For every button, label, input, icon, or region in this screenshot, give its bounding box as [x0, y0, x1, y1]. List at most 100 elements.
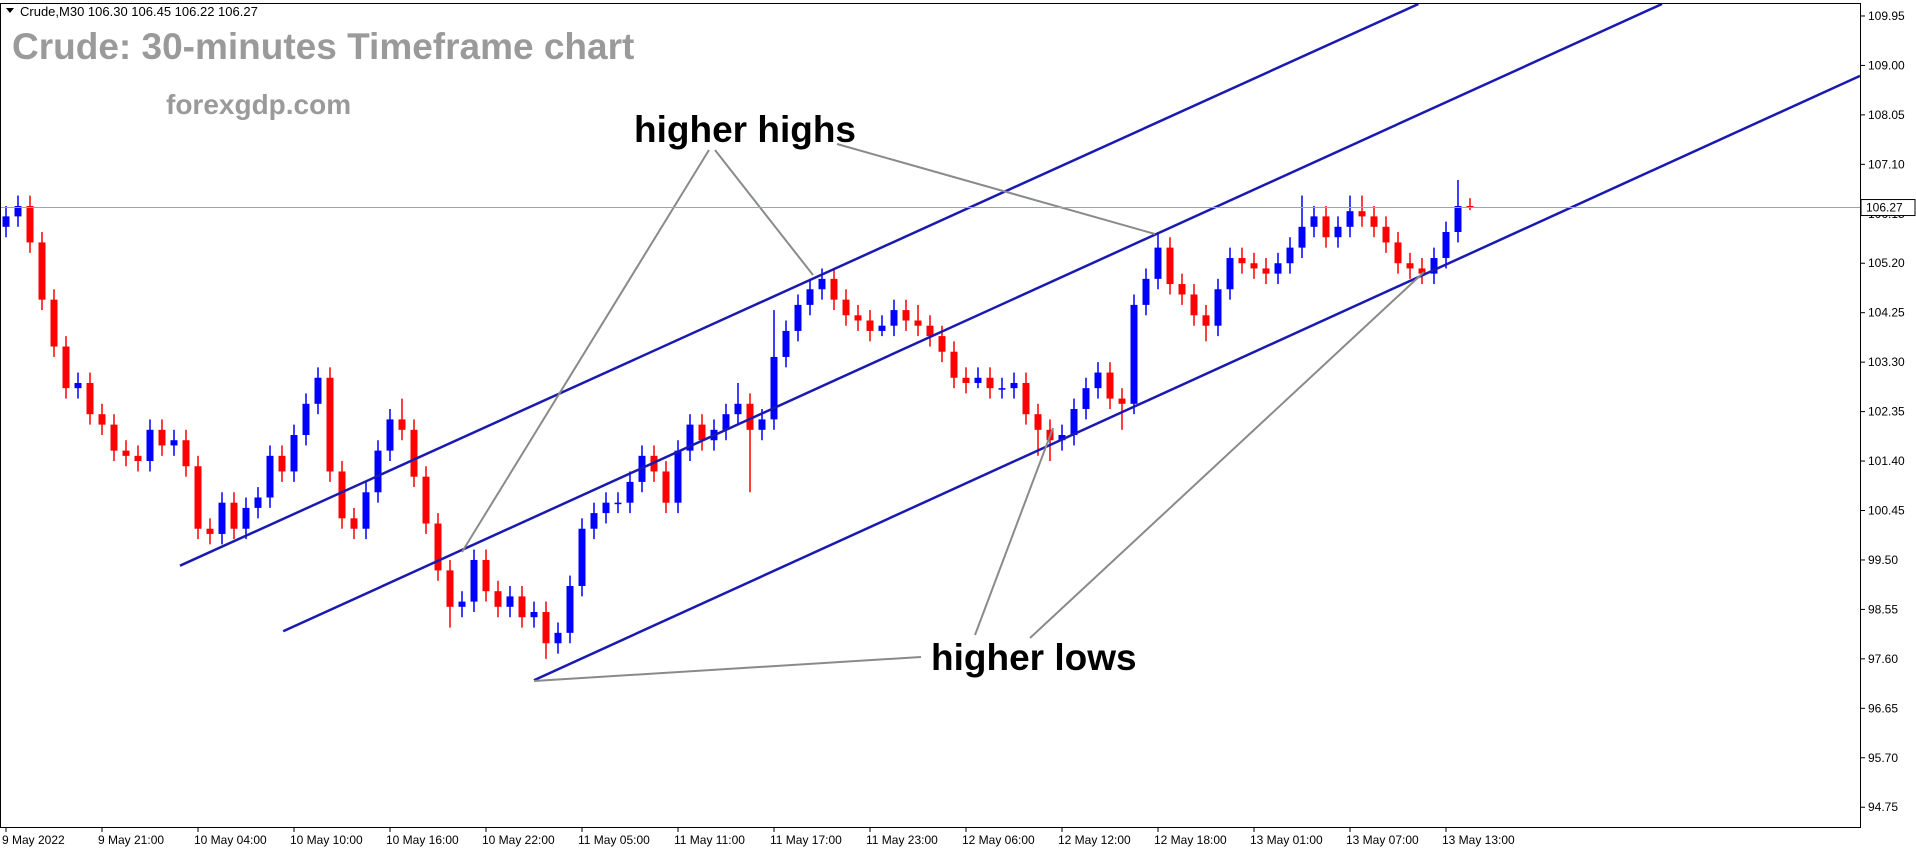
candle-body	[950, 351, 958, 378]
candle-body	[494, 591, 502, 607]
candle-body	[1382, 226, 1390, 243]
candle-body	[590, 513, 598, 529]
y-tick-label: 100.45	[1868, 504, 1905, 518]
candle-body	[398, 419, 406, 430]
candle-body	[566, 585, 574, 633]
candle-body	[722, 414, 730, 430]
candle-body	[1322, 216, 1330, 238]
candle-body	[1154, 247, 1162, 279]
candle-body	[158, 429, 166, 446]
candle-body	[38, 242, 46, 300]
candle-body	[842, 299, 850, 316]
x-tick-label: 10 May 16:00	[386, 833, 459, 847]
candle-body	[14, 205, 22, 217]
current-price-box	[1860, 199, 1916, 217]
candle-body	[182, 440, 190, 467]
menu-arrow[interactable]	[6, 8, 14, 13]
annotation-line	[461, 149, 710, 553]
candle-body	[674, 450, 682, 503]
candle-body	[386, 419, 394, 451]
candle-body	[458, 601, 466, 607]
candle-body	[290, 435, 298, 472]
candle-body	[830, 278, 838, 300]
candle-body	[1190, 294, 1198, 316]
candle-body	[602, 502, 610, 514]
x-tick-label: 10 May 10:00	[290, 833, 363, 847]
candle-body	[230, 502, 238, 529]
annotation-text: higher highs	[634, 109, 856, 150]
candle-body	[278, 455, 286, 472]
candle-body	[974, 377, 982, 383]
candle-body	[374, 450, 382, 493]
candle-body	[1118, 398, 1126, 404]
candle-body	[1442, 232, 1450, 259]
candle-body	[86, 382, 94, 415]
y-tick-label: 97.60	[1868, 652, 1898, 666]
candle-body	[170, 440, 178, 446]
candle-body	[74, 382, 82, 389]
candle-body	[206, 528, 214, 534]
x-tick-label: 11 May 17:00	[770, 833, 842, 847]
x-tick-label: 12 May 18:00	[1154, 833, 1227, 847]
candle-body	[2, 216, 10, 227]
candle-body	[890, 310, 898, 326]
candle-body	[1202, 315, 1210, 326]
candle-body	[986, 377, 994, 389]
x-tick-label: 12 May 06:00	[962, 833, 1035, 847]
candle-body	[254, 497, 262, 508]
trendline	[179, 4, 1419, 567]
annotation-line	[714, 149, 814, 276]
candle-body	[914, 320, 922, 326]
candle-body	[926, 325, 934, 337]
candle-body	[1346, 211, 1354, 227]
candle-body	[1226, 258, 1234, 290]
candle-body	[1250, 263, 1258, 269]
annotation-text: higher lows	[931, 637, 1137, 678]
candle-body	[134, 455, 142, 462]
candle-body	[1022, 382, 1030, 415]
candle-body	[1274, 263, 1282, 274]
y-tick-label: 95.70	[1868, 751, 1898, 765]
candle-body	[782, 330, 790, 357]
y-tick-label: 108.05	[1868, 108, 1905, 122]
candle-body	[1430, 258, 1438, 274]
candle-body	[1334, 226, 1342, 238]
candle-body	[1178, 284, 1186, 295]
candle-body	[1034, 414, 1042, 430]
candle-body	[662, 471, 670, 503]
x-tick-label: 10 May 22:00	[482, 833, 555, 847]
y-tick-label: 109.95	[1868, 9, 1905, 23]
chart-title: Crude: 30-minutes Timeframe chart	[12, 26, 634, 67]
x-tick-label: 11 May 11:00	[674, 833, 745, 847]
candle-body	[554, 632, 562, 644]
candle-body	[1310, 216, 1318, 227]
x-tick-label: 9 May 21:00	[98, 833, 164, 847]
candle-body	[806, 289, 814, 305]
candle-body	[506, 596, 514, 607]
trendline	[533, 74, 1860, 682]
candle-body	[1262, 268, 1270, 274]
candle-body	[1130, 304, 1138, 404]
candle-body	[1082, 388, 1090, 409]
trendline	[282, 4, 1663, 633]
x-tick-label: 13 May 13:00	[1442, 833, 1515, 847]
y-tick-label: 104.25	[1868, 306, 1905, 320]
candle-body	[122, 450, 130, 456]
candle-body	[686, 424, 694, 451]
candle-body	[446, 570, 454, 607]
candle-body	[518, 596, 526, 618]
candle-body	[1286, 247, 1294, 264]
candle-body	[1394, 242, 1402, 264]
candle-body	[50, 299, 58, 347]
candle-body	[1214, 289, 1222, 326]
candle-body	[350, 518, 358, 529]
candle-body	[98, 414, 106, 425]
candle-body	[878, 325, 886, 331]
candle-body	[1070, 408, 1078, 436]
candle-body	[482, 559, 490, 592]
candle-body	[578, 528, 586, 586]
x-tick-label: 10 May 04:00	[194, 833, 267, 847]
annotation-line	[836, 143, 1156, 235]
